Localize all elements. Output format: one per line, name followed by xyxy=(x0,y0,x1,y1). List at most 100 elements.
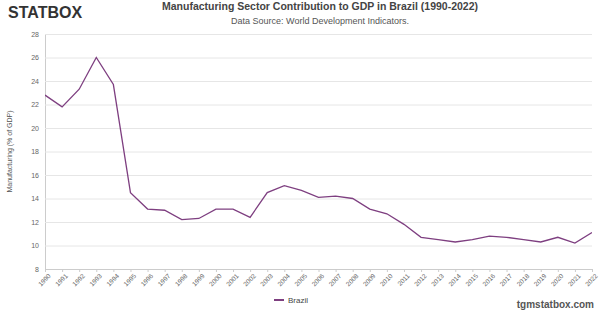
x-tick: 2004 xyxy=(276,269,291,287)
x-tick-mark xyxy=(353,269,354,272)
grid-line xyxy=(45,222,592,223)
x-tick-mark xyxy=(165,269,166,272)
x-tick-label: 1997 xyxy=(156,272,171,287)
x-tick-mark xyxy=(267,269,268,272)
y-tick-label: 18 xyxy=(31,148,39,155)
x-tick-mark xyxy=(507,269,508,272)
x-tick: 1996 xyxy=(139,269,154,287)
x-tick-label: 2007 xyxy=(327,272,342,287)
grid-line xyxy=(45,58,592,59)
x-tick-label: 1990 xyxy=(37,272,52,287)
x-tick: 2022 xyxy=(584,269,599,287)
x-tick-mark xyxy=(489,269,490,272)
y-axis-title: Manufacturing (% of GDP) xyxy=(6,110,14,192)
x-tick: 2009 xyxy=(361,269,376,287)
x-axis-line xyxy=(46,270,593,273)
x-tick: 1990 xyxy=(37,269,52,287)
x-tick: 2011 xyxy=(396,269,411,287)
x-tick: 2018 xyxy=(515,269,530,287)
x-tick-label: 2012 xyxy=(413,272,428,287)
grid-line xyxy=(45,199,592,200)
x-tick: 1998 xyxy=(173,269,188,287)
x-tick-label: 2022 xyxy=(584,272,599,287)
logo: STATBOX xyxy=(8,4,82,21)
x-tick: 2015 xyxy=(464,269,479,287)
x-tick-label: 2018 xyxy=(515,272,530,287)
y-tick: 16 xyxy=(31,172,592,179)
x-tick-mark xyxy=(524,269,525,272)
grid-line xyxy=(45,81,592,82)
x-tick-mark xyxy=(336,269,337,272)
x-tick-label: 1995 xyxy=(122,272,137,287)
y-axis: 810121416182022242628 xyxy=(31,31,592,273)
x-tick: 1995 xyxy=(122,269,137,287)
plot-area xyxy=(45,58,592,244)
x-tick-mark xyxy=(592,269,593,272)
y-tick-label: 26 xyxy=(31,54,39,61)
x-tick-label: 2006 xyxy=(310,272,325,287)
x-tick-label: 2017 xyxy=(498,272,513,287)
x-tick-mark xyxy=(438,269,439,272)
y-tick-label: 12 xyxy=(31,219,39,226)
grid-line xyxy=(45,34,592,35)
x-tick: 2007 xyxy=(327,269,342,287)
x-tick-mark xyxy=(113,269,114,272)
y-tick-label: 22 xyxy=(31,101,39,108)
x-tick-label: 2015 xyxy=(464,272,479,287)
x-tick-mark xyxy=(284,269,285,272)
x-tick: 2021 xyxy=(567,269,582,287)
title: Manufacturing Sector Contribution to GDP… xyxy=(162,0,478,12)
y-tick-label: 14 xyxy=(31,195,39,202)
x-tick-mark xyxy=(62,269,63,272)
x-tick: 1997 xyxy=(156,269,171,287)
x-tick-label: 2004 xyxy=(276,272,291,287)
x-tick-mark xyxy=(472,269,473,272)
x-tick-mark xyxy=(455,269,456,272)
x-tick-label: 1994 xyxy=(105,272,120,287)
x-tick-mark xyxy=(541,269,542,272)
x-tick: 2006 xyxy=(310,269,325,287)
x-tick-label: 2016 xyxy=(481,272,496,287)
y-axis-line xyxy=(46,35,593,270)
x-tick-mark xyxy=(96,269,97,272)
x-tick: 1999 xyxy=(190,269,205,287)
y-tick: 10 xyxy=(31,242,592,249)
x-tick-label: 1998 xyxy=(173,272,188,287)
x-tick: 2000 xyxy=(208,269,223,287)
x-tick: 1993 xyxy=(88,269,103,287)
y-tick-label: 16 xyxy=(31,172,39,179)
x-axis: 1990199119921993199419951996199719981999… xyxy=(37,269,599,287)
x-tick-label: 2011 xyxy=(396,272,411,287)
x-tick-mark xyxy=(233,269,234,272)
y-tick: 20 xyxy=(31,125,592,132)
x-tick: 2014 xyxy=(447,269,462,287)
y-tick: 8 xyxy=(35,266,592,273)
x-tick: 2013 xyxy=(430,269,445,287)
x-tick: 2020 xyxy=(549,269,564,287)
x-tick-mark xyxy=(319,269,320,272)
x-tick-mark xyxy=(199,269,200,272)
x-tick-label: 1993 xyxy=(88,272,103,287)
watermark: tgmstatbox.com xyxy=(517,299,594,310)
x-tick-mark xyxy=(216,269,217,272)
x-tick-mark xyxy=(130,269,131,272)
x-tick-label: 2009 xyxy=(361,272,376,287)
x-tick-label: 1996 xyxy=(139,272,154,287)
x-tick-label: 2005 xyxy=(293,272,308,287)
grid-line xyxy=(45,128,592,129)
x-tick: 2008 xyxy=(344,269,359,287)
x-tick-label: 2002 xyxy=(242,272,257,287)
grid-line xyxy=(45,105,592,106)
x-tick-mark xyxy=(575,269,576,272)
x-tick-label: 1992 xyxy=(71,272,86,287)
y-tick-label: 10 xyxy=(31,242,39,249)
x-tick: 1994 xyxy=(105,269,120,287)
x-tick: 2012 xyxy=(413,269,428,287)
x-tick-label: 2001 xyxy=(225,272,240,287)
x-tick-label: 2000 xyxy=(208,272,223,287)
x-tick-mark xyxy=(250,269,251,272)
x-tick-label: 1991 xyxy=(54,272,69,287)
x-tick-mark xyxy=(79,269,80,272)
x-tick-mark xyxy=(148,269,149,272)
y-tick-label: 28 xyxy=(31,31,39,38)
